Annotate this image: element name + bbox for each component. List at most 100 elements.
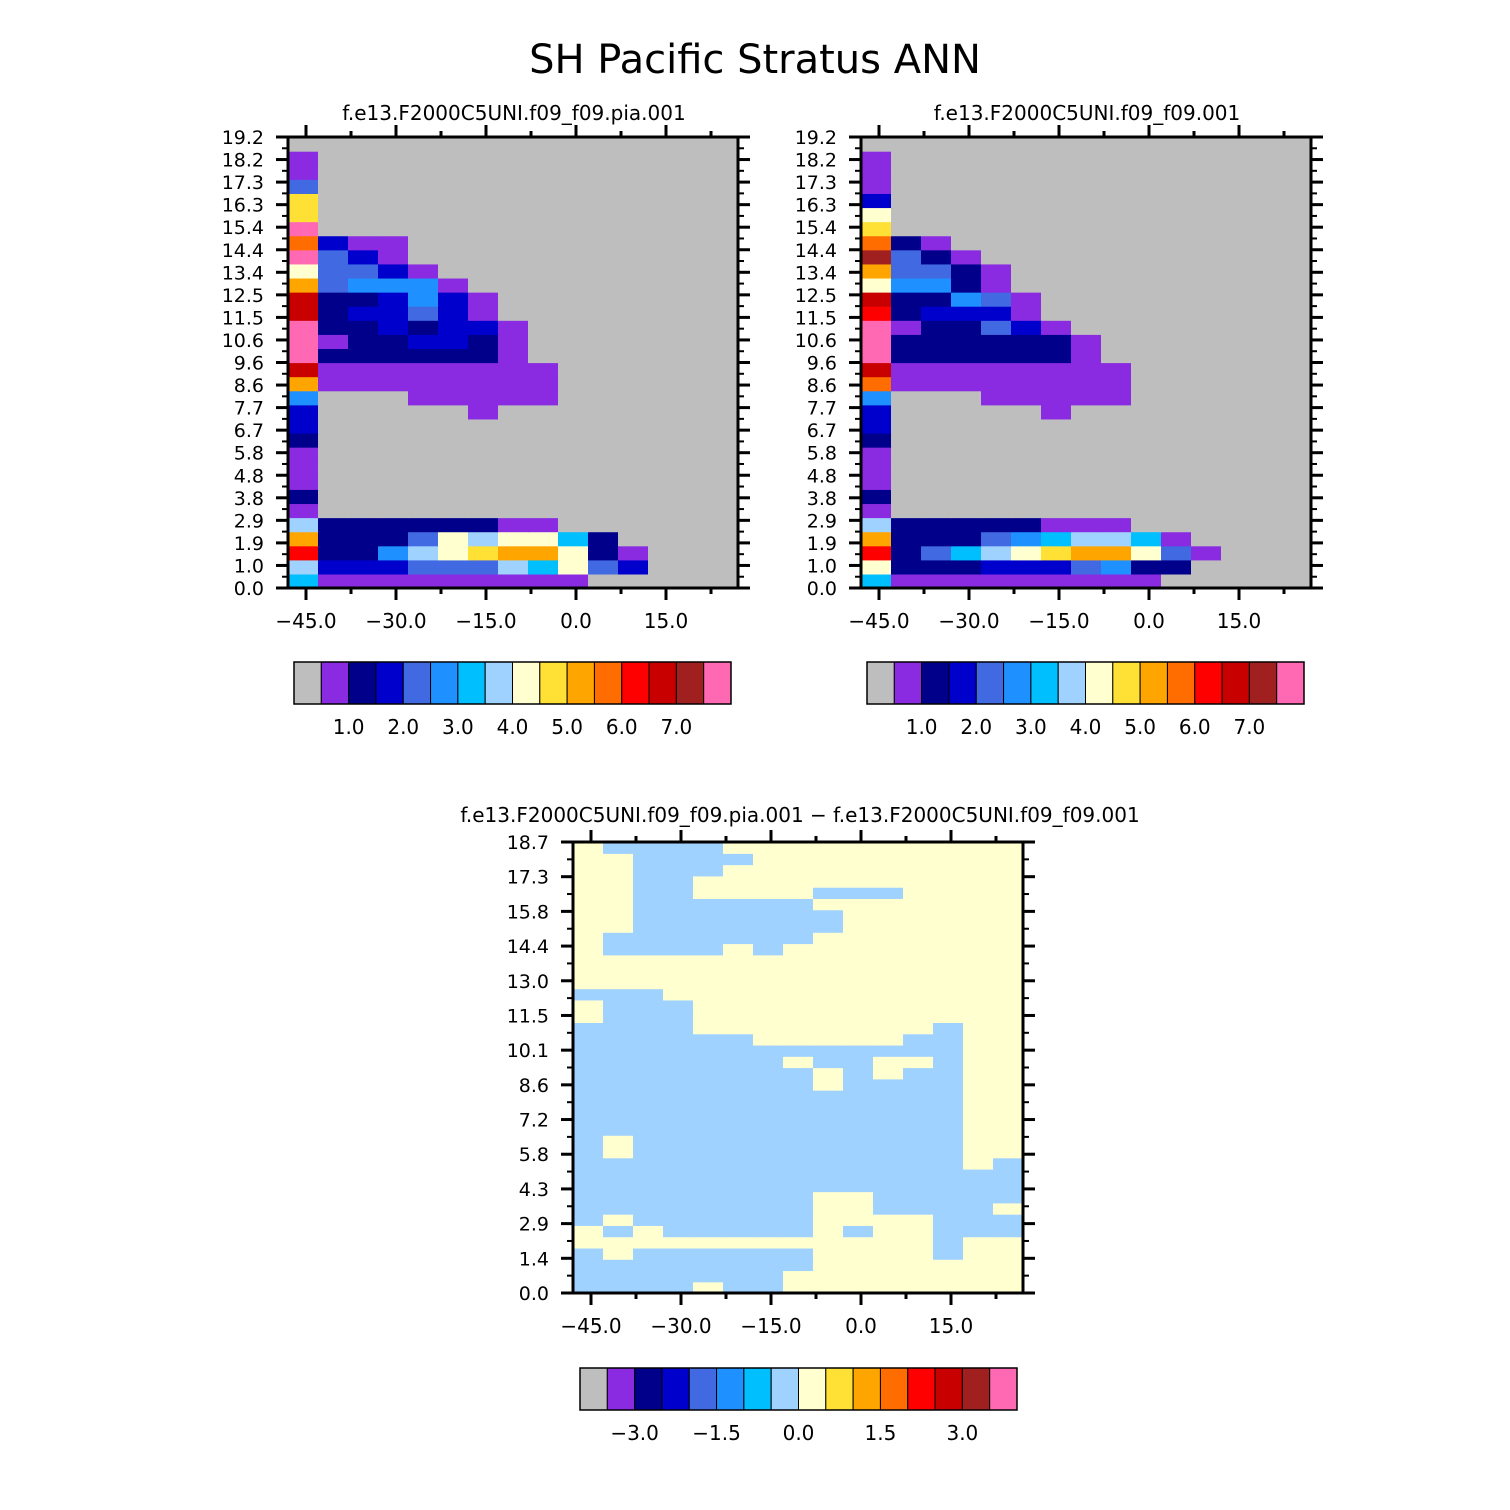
heatmap-cell xyxy=(438,263,469,279)
heatmap-cell xyxy=(861,489,892,505)
heatmap-cell xyxy=(783,966,814,978)
heatmap-cell xyxy=(1161,334,1192,349)
heatmap-cell xyxy=(1101,207,1132,223)
heatmap-cell xyxy=(438,390,469,406)
heatmap-cell xyxy=(951,235,982,251)
heatmap-cell xyxy=(618,531,649,547)
heatmap-cell xyxy=(318,390,349,406)
heatmap-cell xyxy=(573,920,604,933)
heatmap-cell xyxy=(963,898,994,911)
heatmap-cell xyxy=(1011,306,1042,321)
heatmap-cell xyxy=(723,1011,754,1024)
heatmap-cell xyxy=(873,1236,904,1249)
heatmap-cell xyxy=(378,306,409,321)
heatmap-cell xyxy=(1071,404,1102,420)
heatmap-cell xyxy=(558,545,589,561)
heatmap-cell xyxy=(843,1067,874,1080)
heatmap-cell xyxy=(1281,334,1312,349)
heatmap-cell xyxy=(993,1056,1024,1069)
heatmap-cell xyxy=(981,263,1012,279)
y-tick-label: 10.6 xyxy=(222,330,264,352)
heatmap-cell xyxy=(963,1225,994,1238)
heatmap-cell xyxy=(1101,517,1132,533)
heatmap-cell xyxy=(663,1225,694,1238)
heatmap-cell xyxy=(933,1112,964,1125)
heatmap-cell xyxy=(951,573,982,589)
heatmap-cell xyxy=(1131,320,1162,335)
heatmap-cell xyxy=(348,559,379,575)
heatmap-cell xyxy=(498,390,529,406)
heatmap-cell xyxy=(708,432,739,448)
heatmap-cell xyxy=(1101,559,1132,575)
heatmap-cell xyxy=(693,1247,724,1260)
heatmap-cell xyxy=(1071,207,1102,223)
heatmap-cell xyxy=(813,1146,844,1159)
heatmap-cell xyxy=(1011,320,1042,335)
heatmap-cell xyxy=(288,503,319,519)
heatmap-cell xyxy=(603,1067,634,1080)
heatmap-cell xyxy=(1251,376,1282,392)
heatmap-cell xyxy=(921,151,952,166)
x-tick-label: 0.0 xyxy=(560,609,592,633)
heatmap-cell xyxy=(1281,390,1312,406)
heatmap-cell xyxy=(963,966,994,978)
heatmap-cell xyxy=(498,165,529,180)
heatmap-cell xyxy=(843,954,874,967)
heatmap-cell xyxy=(603,1247,634,1260)
heatmap-cell xyxy=(468,432,499,448)
heatmap-cell xyxy=(783,954,814,967)
heatmap-cell xyxy=(933,1191,964,1204)
heatmap-cell xyxy=(1101,573,1132,589)
heatmap-cell xyxy=(1161,447,1192,462)
heatmap-cell xyxy=(528,306,559,321)
heatmap-cell xyxy=(981,545,1012,561)
heatmap-cell xyxy=(951,531,982,547)
colorbar-box xyxy=(1085,661,1114,705)
colorbar-box xyxy=(948,661,977,705)
colorbar-label: 3.0 xyxy=(946,1421,978,1445)
heatmap-cell xyxy=(783,1168,814,1181)
panel-1-title: f.e13.F2000C5UNI.f09_f09.pia.001 xyxy=(342,101,685,125)
heatmap-cell xyxy=(633,1056,664,1069)
heatmap-cell xyxy=(903,1078,934,1091)
heatmap-cell xyxy=(723,1202,754,1215)
heatmap-cell xyxy=(891,545,922,561)
heatmap-cell xyxy=(573,853,604,866)
heatmap-cell xyxy=(783,1078,814,1091)
heatmap-cell xyxy=(648,489,679,505)
heatmap-cell xyxy=(843,999,874,1012)
heatmap-cell xyxy=(753,1214,784,1226)
heatmap-cell xyxy=(723,864,754,877)
heatmap-cell xyxy=(1101,165,1132,180)
heatmap-cell xyxy=(663,1078,694,1091)
heatmap-cell xyxy=(963,1033,994,1046)
heatmap-cell xyxy=(843,1135,874,1148)
y-tick-label: 0.0 xyxy=(234,578,264,600)
heatmap-cell xyxy=(873,920,904,933)
heatmap-cell xyxy=(933,1135,964,1148)
heatmap-cell xyxy=(861,461,892,476)
heatmap-cell xyxy=(693,1168,724,1181)
heatmap-cell xyxy=(573,1146,604,1159)
heatmap-cell xyxy=(753,954,784,967)
heatmap-cell xyxy=(1251,461,1282,476)
heatmap-cell xyxy=(993,966,1024,978)
heatmap-cell xyxy=(693,1146,724,1159)
colorbar-box xyxy=(688,1367,718,1411)
heatmap-cell xyxy=(993,1202,1024,1215)
heatmap-cell xyxy=(648,277,679,293)
heatmap-cell xyxy=(663,842,694,854)
heatmap-cell xyxy=(843,1168,874,1181)
heatmap-cell xyxy=(783,1044,814,1057)
heatmap-cell xyxy=(861,573,892,589)
heatmap-cell xyxy=(468,235,499,251)
colorbar-label: 4.0 xyxy=(1070,715,1102,739)
heatmap-cell xyxy=(1041,559,1072,575)
y-tick-label: 5.8 xyxy=(519,1144,549,1166)
heatmap-cell xyxy=(921,320,952,335)
heatmap-cell xyxy=(438,573,469,589)
heatmap-cell xyxy=(1131,263,1162,279)
heatmap-cell xyxy=(1071,461,1102,476)
heatmap-cell xyxy=(951,517,982,533)
heatmap-cell xyxy=(1101,404,1132,420)
